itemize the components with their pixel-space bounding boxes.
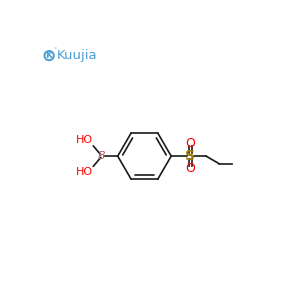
Text: O: O — [185, 162, 195, 175]
Text: HO: HO — [76, 135, 93, 145]
Text: K: K — [46, 51, 52, 60]
Text: HO: HO — [76, 167, 93, 177]
Text: °: ° — [53, 47, 56, 52]
Text: O: O — [185, 137, 195, 150]
Text: Kuujia: Kuujia — [57, 49, 97, 62]
Text: B: B — [98, 151, 106, 161]
Text: S: S — [185, 149, 195, 163]
